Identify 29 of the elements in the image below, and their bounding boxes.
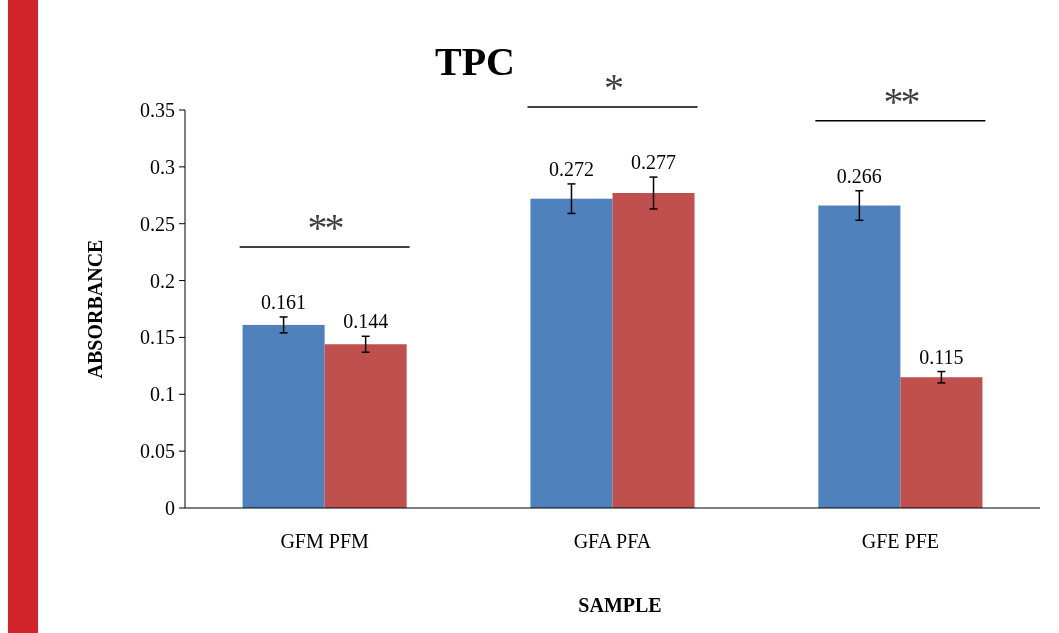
y-tick-label: 0 [165, 497, 175, 519]
y-tick-label: 0.35 [140, 99, 175, 121]
data-label: 0.272 [548, 157, 594, 180]
chart-title: TPC [435, 39, 515, 84]
bar [324, 344, 407, 508]
data-label: 0.115 [919, 345, 964, 368]
data-label: 0.161 [261, 290, 307, 313]
y-tick-label: 0.15 [140, 326, 175, 349]
bar [900, 377, 983, 508]
x-axis-title: SAMPLE [578, 594, 662, 616]
y-axis-title: ABSORBANCE [84, 239, 106, 379]
bar [242, 324, 325, 508]
x-tick-label: GFM PFM [280, 530, 370, 552]
data-label: 0.266 [836, 164, 882, 187]
annotation: * [604, 65, 623, 111]
y-tick-label: 0.2 [150, 269, 175, 292]
annotation: ** [307, 204, 344, 250]
bar [612, 193, 695, 508]
data-label: 0.144 [343, 310, 389, 333]
bar [530, 198, 613, 508]
y-tick-label: 0.3 [150, 155, 175, 178]
data-label: 0.277 [631, 151, 677, 174]
bar [818, 205, 901, 508]
y-tick-label: 0.05 [140, 440, 175, 463]
x-tick-label: GFE PFE [861, 530, 939, 552]
y-tick-label: 0.1 [150, 383, 175, 406]
annotation: ** [883, 78, 920, 124]
y-tick-label: 0.25 [140, 212, 175, 235]
x-tick-label: GFA PFA [573, 530, 652, 552]
